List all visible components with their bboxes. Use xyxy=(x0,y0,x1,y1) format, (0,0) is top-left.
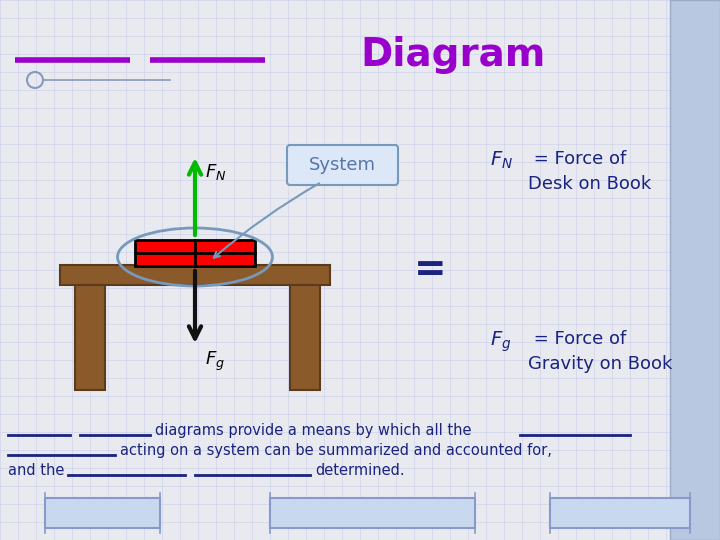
Text: acting on a system can be summarized and accounted for,: acting on a system can be summarized and… xyxy=(120,443,552,458)
Text: System: System xyxy=(309,156,376,174)
Bar xyxy=(75,285,105,390)
Bar xyxy=(60,265,330,285)
Text: determined.: determined. xyxy=(315,463,405,478)
Text: $F_g$: $F_g$ xyxy=(490,330,511,354)
Text: $F_N$: $F_N$ xyxy=(490,150,513,171)
Bar xyxy=(270,498,475,528)
Text: $F_g$: $F_g$ xyxy=(205,349,225,373)
Text: Diagram: Diagram xyxy=(360,36,545,74)
FancyBboxPatch shape xyxy=(287,145,398,185)
Text: diagrams provide a means by which all the: diagrams provide a means by which all th… xyxy=(155,423,472,438)
Bar xyxy=(670,0,720,540)
Text: $F_N$: $F_N$ xyxy=(205,162,227,182)
Bar xyxy=(45,498,160,528)
Text: and the: and the xyxy=(8,463,64,478)
Bar xyxy=(290,285,320,390)
Bar xyxy=(550,498,690,528)
Text: = Force of
Gravity on Book: = Force of Gravity on Book xyxy=(528,330,672,373)
Text: = Force of
Desk on Book: = Force of Desk on Book xyxy=(528,150,652,193)
Bar xyxy=(135,240,255,266)
Text: =: = xyxy=(414,251,446,289)
